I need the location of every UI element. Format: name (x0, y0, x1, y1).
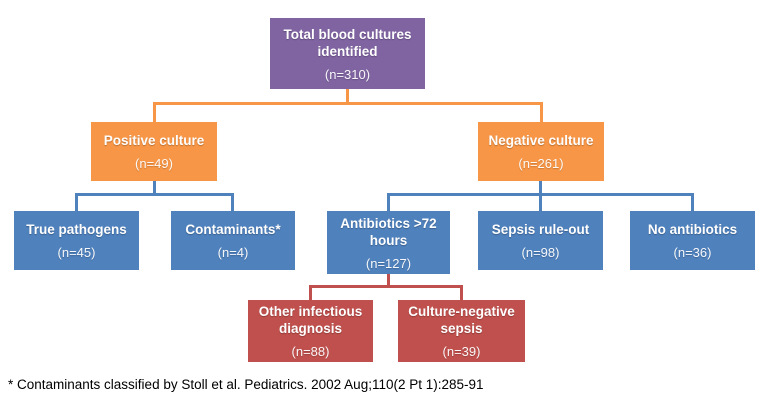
connector-root-stem (346, 89, 349, 105)
node-other-infectious-diagnosis: Other infectious diagnosis (n=88) (248, 300, 373, 362)
node-antibiotics-72-hours: Antibiotics >72 hours (n=127) (327, 211, 450, 274)
node-sepsis-rule-out: Sepsis rule-out (n=98) (478, 211, 603, 270)
node-count: (n=88) (291, 344, 330, 359)
connector-positive-to-contaminants (231, 193, 234, 211)
node-no-antibiotics: No antibiotics (n=36) (630, 211, 755, 270)
connector-negative-to-no-antibiotics (691, 193, 694, 211)
connector-root-crossbar (153, 102, 543, 105)
node-title: Contaminants* (185, 222, 281, 237)
connector-antibiotics-stem (387, 274, 390, 288)
connector-root-to-positive (153, 102, 156, 122)
node-title: No antibiotics (647, 222, 738, 237)
connector-positive-crossbar (75, 193, 234, 196)
node-title: Positive culture (103, 133, 205, 148)
node-count: (n=127) (365, 255, 412, 271)
node-count: (n=261) (518, 156, 564, 171)
node-title: True pathogens (26, 222, 127, 237)
node-positive-culture: Positive culture (n=49) (91, 122, 217, 181)
node-count: (n=39) (442, 344, 481, 359)
node-count: (n=4) (217, 245, 249, 260)
node-count: (n=45) (57, 245, 96, 260)
connector-positive-stem (153, 181, 156, 195)
connector-negative-stem-to-sepsis (539, 181, 542, 211)
node-total-blood-cultures: Total blood cultures identified (n=310) (270, 18, 425, 89)
connector-root-to-negative (540, 102, 543, 122)
connector-antibiotics-to-culture-negative (460, 285, 463, 300)
connector-antibiotics-crossbar (309, 285, 463, 288)
node-negative-culture: Negative culture (n=261) (478, 122, 604, 181)
node-count: (n=98) (521, 245, 560, 260)
node-count: (n=49) (135, 156, 173, 171)
node-true-pathogens: True pathogens (n=45) (14, 211, 139, 270)
node-title: Other infectious diagnosis (258, 304, 363, 336)
node-culture-negative-sepsis: Culture-negative sepsis (n=39) (398, 300, 525, 362)
node-title: Culture-negative sepsis (408, 304, 515, 336)
connector-negative-crossbar (387, 193, 694, 196)
connector-negative-to-antibiotics (387, 193, 390, 211)
node-title: Antibiotics >72 hours (340, 215, 437, 248)
node-count: (n=36) (673, 245, 712, 260)
connector-antibiotics-to-other-infectious (309, 285, 312, 300)
node-count: (n=310) (324, 66, 371, 82)
node-title: Negative culture (488, 133, 594, 148)
node-title: Sepsis rule-out (491, 222, 590, 237)
node-contaminants: Contaminants* (n=4) (171, 211, 295, 270)
footnote-contaminants-reference: * Contaminants classified by Stoll et al… (8, 377, 484, 392)
node-title: Total blood cultures identified (283, 26, 412, 59)
connector-positive-to-pathogens (75, 193, 78, 211)
